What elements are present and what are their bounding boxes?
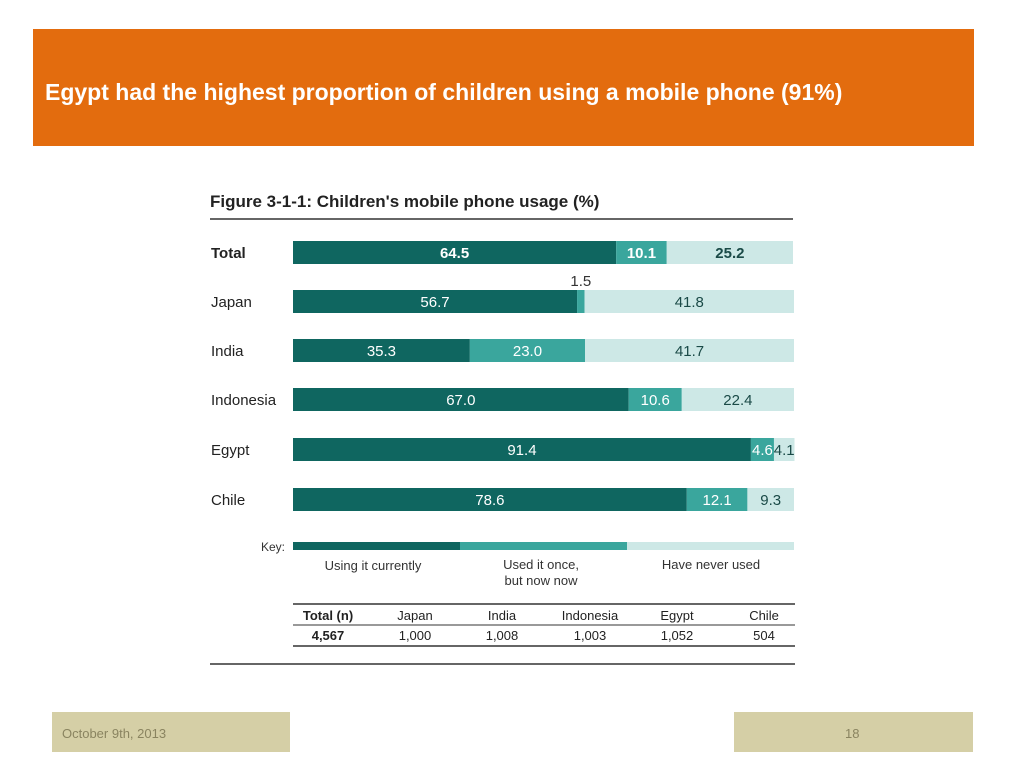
sample-table: Total (n) Japan India Indonesia Egypt Chile 4,… xyxy=(293,603,795,647)
data-label: 41.8 xyxy=(675,294,704,311)
data-label: 4.1 xyxy=(774,442,795,459)
category-label: Egypt xyxy=(211,442,250,459)
bars-group: Total 64.5 10.1 25.2 Japan 56.7 1.5 41.8 India 35… xyxy=(211,241,795,511)
table-value-cell: 1,003 xyxy=(574,628,607,643)
data-label: 1.5 xyxy=(570,273,591,290)
data-label: 41.7 xyxy=(675,343,704,360)
bar-segment xyxy=(469,339,586,362)
data-label: 91.4 xyxy=(507,442,536,459)
data-label: 67.0 xyxy=(446,392,475,409)
slide-title: Egypt had the highest proportion of chil… xyxy=(45,79,843,105)
bar-segment xyxy=(293,488,687,511)
category-label: Japan xyxy=(211,294,252,311)
table-header-cell: Chile xyxy=(749,608,779,623)
category-label: India xyxy=(211,343,244,360)
legend-entry: but now now xyxy=(505,573,579,588)
category-label: Chile xyxy=(211,492,245,509)
bar-segment xyxy=(584,290,794,313)
category-label: Total xyxy=(211,245,246,262)
table-header-cell: Japan xyxy=(397,608,432,623)
table-header-cell: Total (n) xyxy=(303,608,353,623)
bar-segment xyxy=(747,488,794,511)
table-header-cell: India xyxy=(488,608,517,623)
footer-date-box: October 9th, 2013 xyxy=(52,712,290,752)
table-value-cell: 504 xyxy=(753,628,775,643)
table-header-cell: Indonesia xyxy=(562,608,619,623)
table-value-cell: 4,567 xyxy=(312,628,345,643)
data-label: 78.6 xyxy=(475,492,504,509)
data-label: 64.5 xyxy=(440,245,469,262)
bar-segment xyxy=(773,438,795,461)
data-label: 22.4 xyxy=(723,392,752,409)
data-label: 23.0 xyxy=(513,343,542,360)
bar-segment xyxy=(616,241,667,264)
bar-segment xyxy=(577,290,585,313)
footer-date: October 9th, 2013 xyxy=(62,726,167,741)
legend-group: Key: Using it currently Used it once,but n… xyxy=(261,540,794,588)
data-label: 56.7 xyxy=(420,294,449,311)
footer-page-box: 18 xyxy=(734,712,973,752)
bar-segment xyxy=(686,488,748,511)
bar-segment xyxy=(293,241,617,264)
data-label: 12.1 xyxy=(702,492,731,509)
legend-entry: Used it once, xyxy=(503,557,579,572)
bar-segment xyxy=(293,290,578,313)
data-label: 35.3 xyxy=(367,343,396,360)
table-header-cell: Egypt xyxy=(660,608,694,623)
legend-swatch xyxy=(627,542,794,550)
legend-entry: Have never used xyxy=(662,557,760,572)
page-number: 18 xyxy=(845,726,860,741)
bar-segment xyxy=(628,388,682,411)
title-banner: Egypt had the highest proportion of chil… xyxy=(33,29,974,146)
bar-segment xyxy=(681,388,794,411)
data-label: 10.6 xyxy=(641,392,670,409)
data-label: 9.3 xyxy=(760,492,781,509)
bar-segment xyxy=(293,438,751,461)
data-label: 4.6 xyxy=(752,442,773,459)
data-label: 25.2 xyxy=(715,245,744,262)
bar-segment xyxy=(293,339,470,362)
legend-swatch xyxy=(293,542,460,550)
bar-segment xyxy=(666,241,793,264)
bar-segment xyxy=(750,438,774,461)
legend-key-label: Key: xyxy=(261,540,285,554)
legend-swatch xyxy=(460,542,627,550)
chart-title: Figure 3-1-1: Children's mobile phone us… xyxy=(210,192,599,211)
data-label: 10.1 xyxy=(627,245,656,262)
legend-entry: Using it currently xyxy=(325,558,422,573)
table-value-cell: 1,000 xyxy=(399,628,432,643)
category-label: Indonesia xyxy=(211,392,277,409)
table-value-cell: 1,008 xyxy=(486,628,519,643)
bar-segment xyxy=(293,388,629,411)
bar-segment xyxy=(585,339,794,362)
table-value-cell: 1,052 xyxy=(661,628,694,643)
